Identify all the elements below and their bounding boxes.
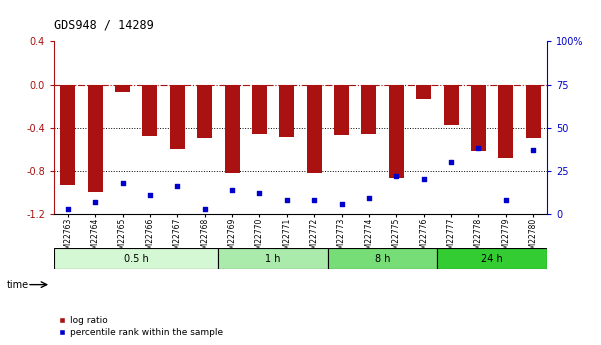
Point <box>118 180 127 186</box>
Bar <box>197 85 212 138</box>
Bar <box>307 85 322 173</box>
Point <box>227 187 237 193</box>
Bar <box>252 85 267 134</box>
Bar <box>498 85 513 158</box>
Bar <box>416 85 432 99</box>
Point <box>391 173 401 179</box>
Text: 24 h: 24 h <box>481 254 503 264</box>
Bar <box>60 85 75 185</box>
Bar <box>88 85 103 192</box>
Point <box>90 199 100 205</box>
Text: 8 h: 8 h <box>375 254 391 264</box>
Point <box>255 190 264 196</box>
Bar <box>361 85 376 134</box>
Bar <box>471 85 486 151</box>
Bar <box>54 248 218 269</box>
Text: 1 h: 1 h <box>266 254 281 264</box>
Point <box>282 197 291 203</box>
Point <box>200 206 210 211</box>
Text: GDS948 / 14289: GDS948 / 14289 <box>54 18 154 31</box>
Point <box>63 206 73 211</box>
Text: 0.5 h: 0.5 h <box>124 254 148 264</box>
Bar <box>389 85 404 178</box>
Point <box>310 197 319 203</box>
Bar <box>444 85 459 126</box>
Legend: log ratio, percentile rank within the sample: log ratio, percentile rank within the sa… <box>59 316 224 337</box>
Bar <box>169 85 185 149</box>
Bar <box>334 85 349 135</box>
Bar <box>526 85 541 138</box>
Bar <box>115 85 130 92</box>
Point <box>447 159 456 165</box>
Point <box>501 197 511 203</box>
Point <box>145 192 154 198</box>
Bar <box>328 248 438 269</box>
Bar <box>142 85 157 136</box>
Bar <box>279 85 294 137</box>
Point <box>528 147 538 153</box>
Text: time: time <box>7 280 29 289</box>
Point <box>474 146 483 151</box>
Point <box>419 177 429 182</box>
Bar <box>218 248 328 269</box>
Bar <box>438 248 547 269</box>
Point <box>337 201 346 206</box>
Point <box>172 184 182 189</box>
Bar <box>225 85 240 173</box>
Point <box>364 196 374 201</box>
